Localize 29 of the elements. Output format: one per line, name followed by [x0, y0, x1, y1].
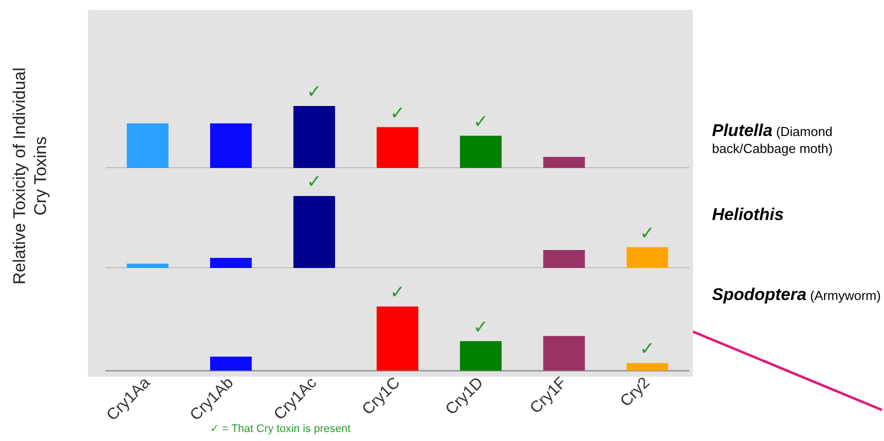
- bar: [376, 127, 418, 168]
- bar: [543, 156, 585, 168]
- annotation: ✓: [390, 102, 406, 124]
- bar: [210, 123, 252, 168]
- annotation: ✓: [390, 282, 406, 304]
- bar: [293, 196, 336, 268]
- y-axis-title: Relative Toxicity of Individual Cry Toxins: [9, 66, 51, 287]
- bar: [543, 336, 585, 371]
- bar: [210, 356, 252, 371]
- bar: [293, 106, 336, 168]
- text: ✓ = That Cry toxin is present: [210, 422, 351, 435]
- text: Plutella (Diamond back/Cabbage moth): [712, 121, 834, 157]
- annotation: ✓: [473, 111, 488, 132]
- annotation: ✓: [640, 222, 655, 244]
- bar: [376, 306, 418, 371]
- text: Spodoptera (Armyworm): [712, 285, 882, 304]
- annotation: ✓: [640, 338, 655, 360]
- bar: [460, 136, 502, 168]
- bar: [626, 362, 668, 371]
- text: Heliothis: [712, 205, 784, 224]
- bar: [460, 341, 502, 371]
- bar: [210, 258, 252, 268]
- bar: [126, 264, 168, 268]
- bar: [626, 247, 668, 268]
- bar: [543, 250, 585, 268]
- bar: [126, 123, 168, 168]
- annotation: ✓: [473, 316, 488, 338]
- annotation: ✓: [306, 82, 322, 103]
- annotation: ✓: [306, 172, 322, 193]
